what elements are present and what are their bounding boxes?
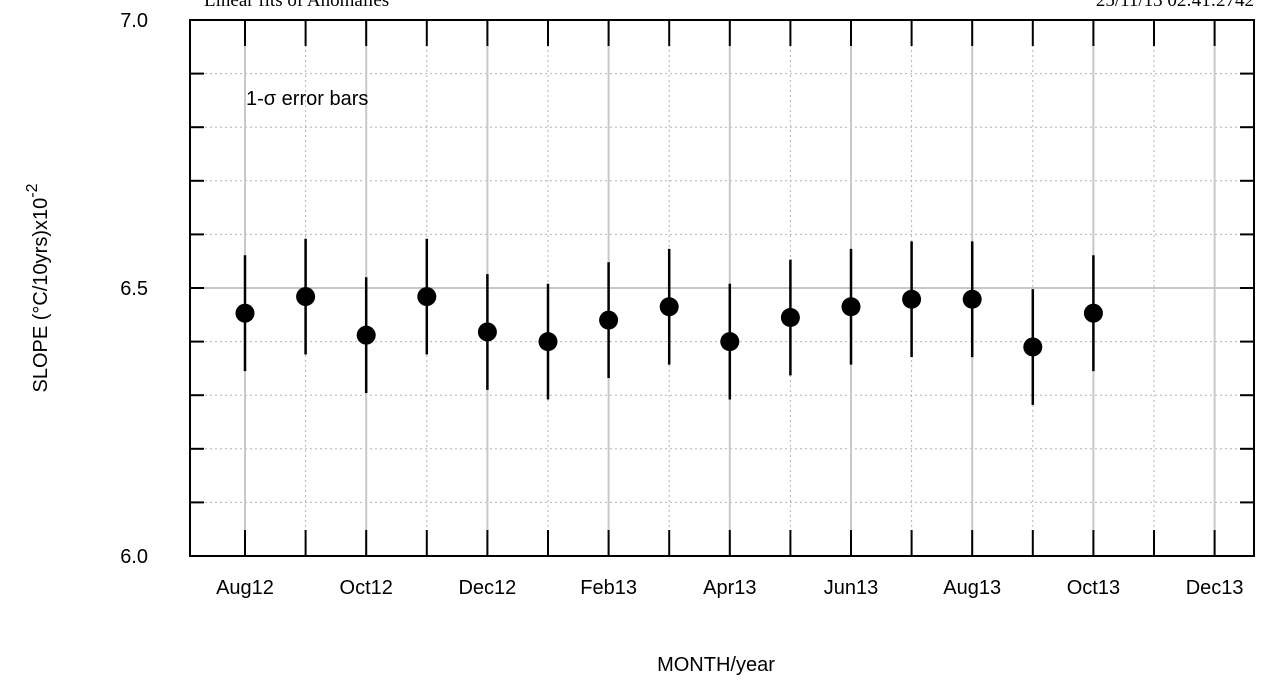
data-point xyxy=(599,310,619,330)
data-point xyxy=(356,325,376,345)
x-tick-label: Oct12 xyxy=(340,577,393,599)
data-point xyxy=(1083,303,1103,323)
y-tick-labels: 6.0 6.5 7.0 xyxy=(120,10,148,568)
x-tick-label: Jun13 xyxy=(824,577,879,599)
data-series xyxy=(235,238,1103,405)
x-tick-label: Apr13 xyxy=(703,577,756,599)
x-axis-title: MONTH/year xyxy=(657,654,775,676)
x-tick-label: Aug12 xyxy=(216,577,274,599)
data-point xyxy=(780,307,800,327)
data-point xyxy=(720,332,740,352)
x-tick-label: Feb13 xyxy=(580,577,637,599)
plot-frame xyxy=(189,19,1255,557)
x-tick-label: Dec12 xyxy=(458,577,516,599)
x-tick-labels: Aug12 Oct12 Dec12 Feb13 Apr13 Jun13 Aug13 Oct13… xyxy=(216,577,1243,599)
error-bar-annotation: 1-σ error bars xyxy=(246,88,368,110)
data-point xyxy=(417,287,437,307)
x-tick-label: Oct13 xyxy=(1067,577,1120,599)
y-axis-title: SLOPE (°C/10yrs)x10-2 xyxy=(24,183,52,392)
axis-ticks xyxy=(190,20,1254,556)
data-point xyxy=(235,303,255,323)
data-point xyxy=(902,289,922,309)
chart-title: Linear fits of Anomalies xyxy=(204,0,389,11)
x-tick-label: Dec13 xyxy=(1186,577,1244,599)
y-tick-label: 7.0 xyxy=(120,10,148,32)
data-point xyxy=(659,297,679,317)
y-axis-title-exponent: -2 xyxy=(24,183,41,197)
y-tick-label: 6.0 xyxy=(120,546,148,568)
y-tick-label: 6.5 xyxy=(120,278,148,300)
data-point xyxy=(538,332,558,352)
data-point xyxy=(841,297,861,317)
data-point xyxy=(477,322,497,342)
data-point xyxy=(962,289,982,309)
x-tick-label: Aug13 xyxy=(943,577,1001,599)
timestamp: 25/11/13 02:41:2742 xyxy=(1096,0,1254,11)
data-point xyxy=(1023,337,1043,357)
data-point xyxy=(296,287,316,307)
y-axis-title-main: SLOPE (°C/10yrs)x10 xyxy=(30,198,52,393)
